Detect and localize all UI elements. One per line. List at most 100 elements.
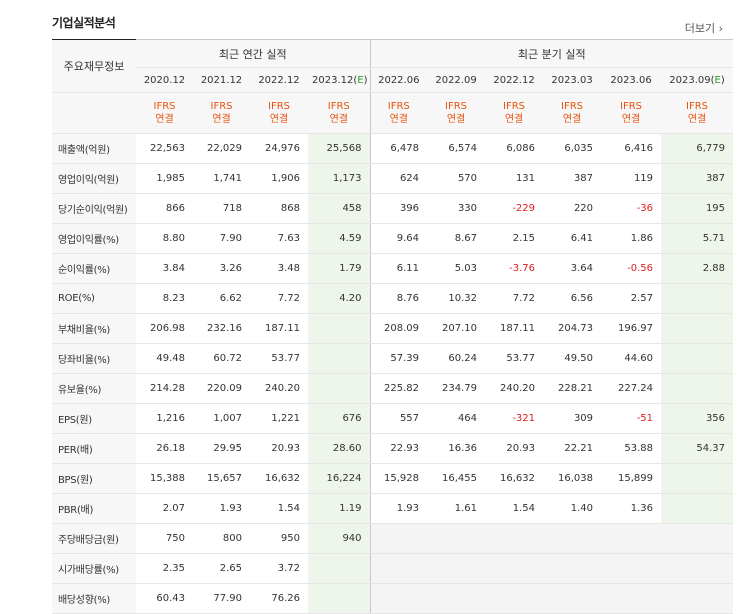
period-header: 2022.09	[427, 67, 486, 93]
row-label: 시가배당률(%)	[52, 553, 136, 584]
period-header: 2021.12	[193, 67, 250, 93]
more-label: 더보기	[684, 22, 716, 35]
table-cell: 131	[485, 163, 544, 194]
financial-table: 주요재무정보 최근 연간 실적 최근 분기 실적 2020.12 2021.12 2…	[52, 39, 734, 614]
table-cell: 1.36	[601, 493, 662, 524]
table-cell: 1,906	[250, 163, 308, 194]
table-row: 매출액(억원) 22,563 22,029 24,976 25,568 6,478 6,57…	[52, 133, 734, 164]
table-cell: 6,086	[485, 133, 544, 164]
table-cell: 1,007	[193, 403, 250, 434]
table-cell: 8.76	[369, 283, 428, 314]
row-label: 유보율(%)	[52, 373, 136, 404]
table-cell: 187.11	[485, 313, 544, 344]
table-cell: 570	[427, 163, 486, 194]
table-cell: -229	[485, 193, 544, 224]
table-cell: 2.88	[661, 253, 734, 284]
table-cell: 53.88	[601, 433, 662, 464]
table-cell	[661, 493, 734, 524]
ifrs-label: IFRS 연결	[369, 92, 428, 134]
row-label: ROE(%)	[52, 283, 136, 314]
table-cell	[661, 283, 734, 314]
table-row: BPS(원) 15,388 15,657 16,632 16,224 15,928 16,4…	[52, 463, 734, 494]
table-cell: 1,985	[136, 163, 193, 194]
period-header: 2022.12	[485, 67, 544, 93]
table-cell: 3.72	[250, 553, 308, 584]
table-cell: 6,574	[427, 133, 486, 164]
table-row: 유보율(%) 214.28 220.09 240.20 225.82 234.79 240.…	[52, 373, 734, 404]
table-cell: 44.60	[601, 343, 662, 374]
row-label: 영업이익률(%)	[52, 223, 136, 254]
table-cell	[661, 463, 734, 494]
row-label: 주당배당금(원)	[52, 523, 136, 554]
table-cell: 356	[661, 403, 734, 434]
table-cell: 6.41	[543, 223, 602, 254]
table-cell: 6,779	[661, 133, 734, 164]
quarter-group-header: 최근 분기 실적	[369, 39, 734, 68]
table-cell: 234.79	[427, 373, 486, 404]
more-link[interactable]: 더보기 ›	[685, 20, 723, 36]
table-row: PBR(배) 2.07 1.93 1.54 1.19 1.93 1.61 1.54 1.40 1.…	[52, 493, 734, 524]
table-cell: 3.26	[193, 253, 250, 284]
row-label: EPS(원)	[52, 403, 136, 434]
table-cell: 940	[308, 523, 371, 554]
table-cell	[661, 373, 734, 404]
table-cell: 2.65	[193, 553, 250, 584]
table-cell: 16,632	[485, 463, 544, 494]
table-cell: 950	[250, 523, 308, 554]
table-cell: 557	[369, 403, 428, 434]
table-cell: 57.39	[369, 343, 428, 374]
table-cell: 214.28	[136, 373, 193, 404]
table-cell	[308, 373, 371, 404]
table-row: 당좌비율(%) 49.48 60.72 53.77 57.39 60.24 53.77 49.…	[52, 343, 734, 374]
table-cell: 6.11	[369, 253, 428, 284]
table-cell: 26.18	[136, 433, 193, 464]
table-cell: 1.61	[427, 493, 486, 524]
table-cell: 204.73	[543, 313, 602, 344]
table-cell: 77.90	[193, 583, 250, 614]
table-cell	[543, 583, 602, 614]
table-cell	[369, 583, 428, 614]
table-row: 당기순이익(억원) 866 718 868 458 396 330 -229 220 -36 195	[52, 193, 734, 224]
table-cell: 2.57	[601, 283, 662, 314]
table-cell	[369, 553, 428, 584]
table-cell: 6.62	[193, 283, 250, 314]
table-cell: 387	[543, 163, 602, 194]
table-cell: 228.21	[543, 373, 602, 404]
row-label: 당좌비율(%)	[52, 343, 136, 374]
ifrs-label: IFRS 연결	[661, 92, 734, 134]
table-cell: 20.93	[485, 433, 544, 464]
table-row: 영업이익(억원) 1,985 1,741 1,906 1,173 624 570 131 387…	[52, 163, 734, 194]
table-row: 주당배당금(원) 750 800 950 940	[52, 523, 734, 554]
row-label: 순이익률(%)	[52, 253, 136, 284]
table-cell: 6,035	[543, 133, 602, 164]
table-cell: 206.98	[136, 313, 193, 344]
table-cell: 208.09	[369, 313, 428, 344]
annual-group-header: 최근 연간 실적	[136, 39, 371, 68]
row-label: PBR(배)	[52, 493, 136, 524]
table-cell: -321	[485, 403, 544, 434]
table-cell: 7.72	[250, 283, 308, 314]
section-title: 기업실적분석	[52, 16, 116, 30]
table-cell: -51	[601, 403, 662, 434]
table-cell	[661, 583, 734, 614]
table-cell: 207.10	[427, 313, 486, 344]
table-cell: -3.76	[485, 253, 544, 284]
table-cell	[661, 553, 734, 584]
table-row: 배당성향(%) 60.43 77.90 76.26	[52, 583, 734, 614]
table-cell	[308, 343, 371, 374]
ifrs-label: IFRS 연결	[427, 92, 486, 134]
table-cell: 220	[543, 193, 602, 224]
table-row: PER(배) 26.18 29.95 20.93 28.60 22.93 16.36 20.9…	[52, 433, 734, 464]
table-cell: 22,563	[136, 133, 193, 164]
table-cell: 20.93	[250, 433, 308, 464]
table-cell: 3.48	[250, 253, 308, 284]
table-cell: -0.56	[601, 253, 662, 284]
table-cell: 227.24	[601, 373, 662, 404]
row-header-label: 주요재무정보	[52, 39, 136, 93]
table-cell: 7.63	[250, 223, 308, 254]
table-cell: 1.54	[485, 493, 544, 524]
table-cell: 1,741	[193, 163, 250, 194]
table-cell: 7.72	[485, 283, 544, 314]
table-cell: 1.86	[601, 223, 662, 254]
ifrs-label: IFRS 연결	[136, 92, 193, 134]
